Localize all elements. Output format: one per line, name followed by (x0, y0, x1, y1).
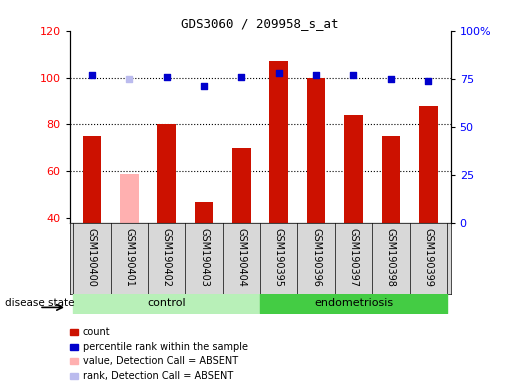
Text: GSM190396: GSM190396 (311, 228, 321, 287)
Text: GSM190398: GSM190398 (386, 228, 396, 287)
Bar (82, 136, 101, 223)
Point (424, 78, 432, 84)
Bar (120, 174, 139, 223)
Bar (344, 115, 363, 223)
Bar (195, 202, 213, 223)
Text: GSM190401: GSM190401 (124, 228, 134, 287)
Text: rank, Detection Call = ABSENT: rank, Detection Call = ABSENT (83, 371, 233, 381)
Text: GSM190402: GSM190402 (162, 228, 171, 287)
Point (163, 74, 171, 80)
Title: GDS3060 / 209958_s_at: GDS3060 / 209958_s_at (181, 17, 339, 30)
Text: control: control (147, 298, 186, 308)
Bar (419, 106, 438, 223)
Point (200, 83, 208, 89)
Text: disease state: disease state (5, 298, 75, 308)
Text: GSM190399: GSM190399 (423, 228, 433, 287)
Text: percentile rank within the sample: percentile rank within the sample (83, 342, 248, 352)
Bar (307, 78, 325, 223)
Point (237, 74, 246, 80)
Text: GSM190404: GSM190404 (236, 228, 246, 287)
Point (387, 76, 395, 82)
Bar (157, 124, 176, 223)
Text: GSM190397: GSM190397 (349, 228, 358, 287)
Bar (232, 148, 251, 223)
Point (349, 72, 357, 78)
Bar (382, 136, 400, 223)
Point (125, 76, 133, 82)
Text: count: count (83, 327, 111, 337)
Bar (269, 61, 288, 223)
Point (274, 70, 283, 76)
Text: GSM190395: GSM190395 (274, 228, 284, 287)
Text: value, Detection Call = ABSENT: value, Detection Call = ABSENT (83, 356, 238, 366)
Text: GSM190403: GSM190403 (199, 228, 209, 287)
Point (312, 72, 320, 78)
Text: GSM190400: GSM190400 (87, 228, 97, 287)
Point (88, 72, 96, 78)
Text: endometriosis: endometriosis (314, 298, 393, 308)
